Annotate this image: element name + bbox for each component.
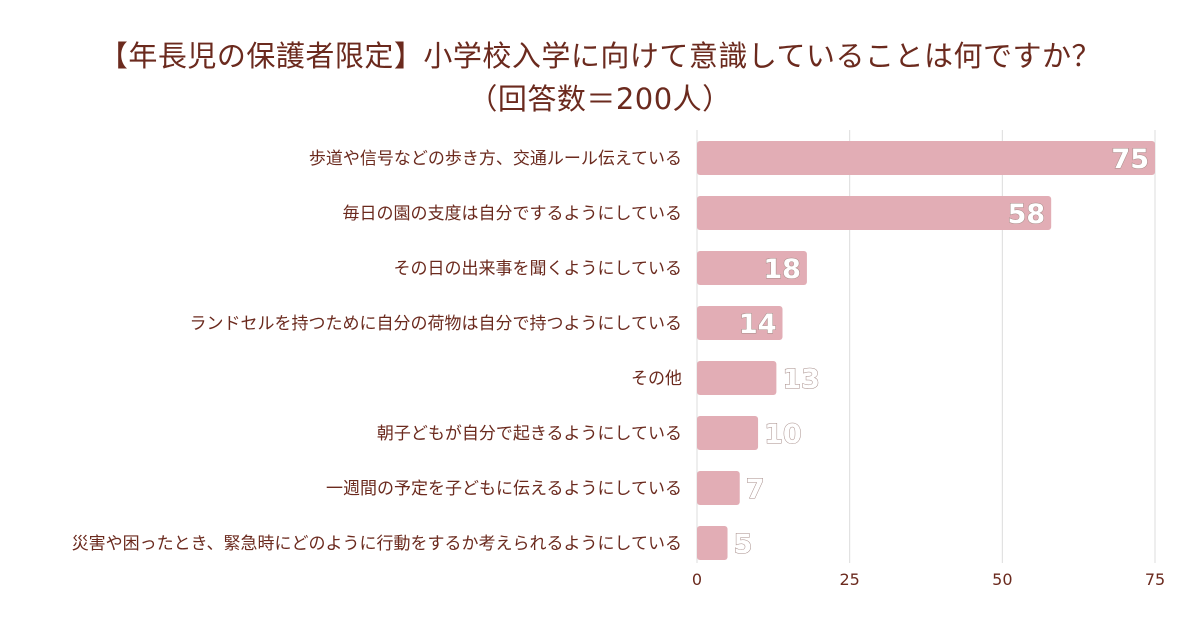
x-tick-label: 75 [1145,570,1165,589]
bar [697,471,740,505]
category-label: 一週間の予定を子どもに伝えるようにしている [326,479,682,499]
x-tick-label: 50 [992,570,1012,589]
bar [697,416,759,450]
bar [697,361,777,395]
x-tick-label: 0 [692,570,702,589]
data-label: 14 [739,309,777,340]
bar [697,306,783,340]
category-label: その日の出来事を聞くようにしている [394,259,683,279]
category-label: 歩道や信号などの歩き方、交通ルール伝えている [309,149,682,169]
data-label: 13 [782,364,820,395]
category-label: 毎日の園の支度は自分でするようにしている [343,204,683,224]
category-label: 災害や困ったとき、緊急時にどのように行動をするか考えられるようにしている [72,534,682,554]
category-label: ランドセルを持つために自分の荷物は自分で持つようにしている [190,314,683,334]
category-label: その他 [631,369,682,389]
bar [697,251,807,285]
data-label: 58 [1008,199,1046,230]
data-label: 10 [764,419,802,450]
chart-title: 【年長児の保護者限定】小学校入学に向けて意識していることは何ですか？ [98,39,1102,73]
category-label: 朝子どもが自分で起きるようにしている [377,424,682,444]
x-tick-label: 25 [839,570,859,589]
data-label: 5 [734,529,753,560]
bar [697,526,728,560]
bar [697,141,1155,175]
data-label: 18 [763,254,801,285]
data-label: 75 [1111,144,1149,175]
chart-subtitle: （回答数＝200人） [468,82,732,116]
bar [697,196,1052,230]
data-label: 7 [746,474,765,505]
